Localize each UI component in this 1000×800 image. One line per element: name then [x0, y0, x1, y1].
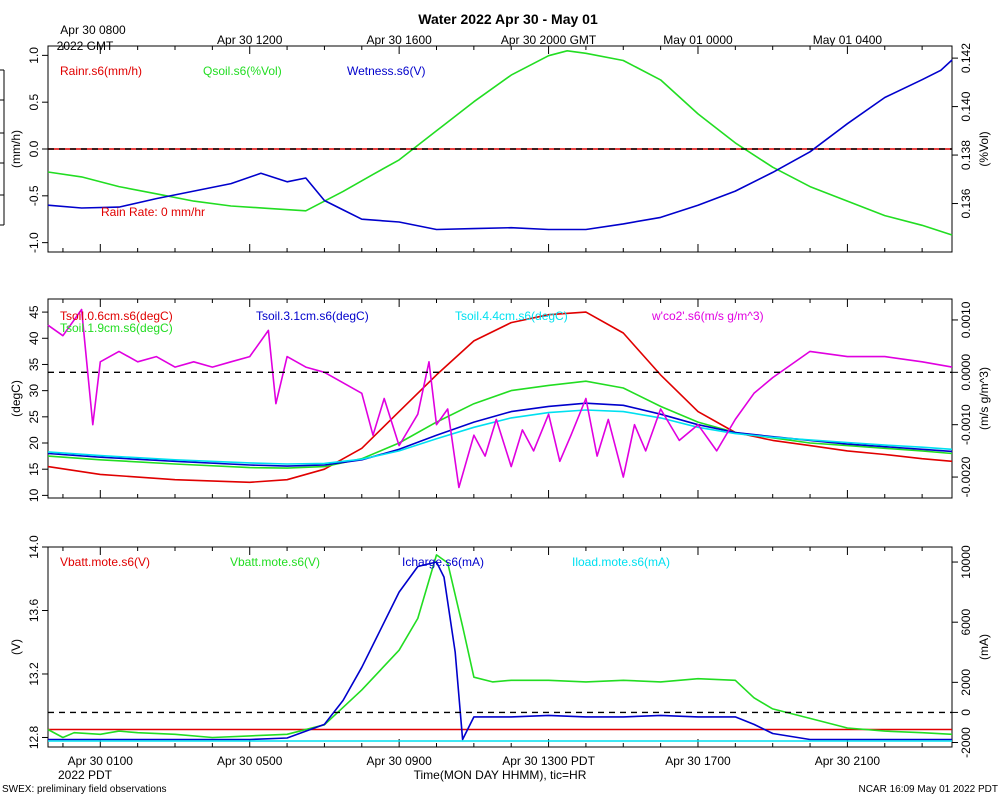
series-line-red — [47, 311, 953, 484]
top-time-axis: Apr 30 0800 2022 GMT Apr 30 1200 Apr 30 1… — [57, 23, 883, 53]
series-line-cyan — [47, 409, 953, 465]
left-margin-bracket — [0, 69, 5, 226]
series-line-magenta — [47, 308, 953, 489]
right-axis-tick-label: 0.0000 — [959, 354, 973, 391]
right-axis-tick-label: 6000 — [959, 609, 973, 636]
legend-entry: Vbatt.mote.s6(V) — [60, 555, 150, 569]
left-axis-tick-label: 35 — [27, 357, 41, 371]
legend-entry: Tsoil.3.1cm.s6(degC) — [256, 309, 369, 323]
figure-title: Water 2022 Apr 30 - May 01 — [418, 11, 598, 27]
footer-left-note: SWEX: preliminary field observations — [2, 784, 167, 795]
left-axis-tick-label: 15 — [27, 462, 41, 476]
legend-entry: Tsoil.4.4cm.s6(degC) — [455, 309, 568, 323]
left-axis-tick-label: 14.0 — [27, 535, 41, 559]
series-layer — [47, 554, 953, 742]
bottom-axis-year-label: 2022 PDT — [58, 768, 113, 782]
bottom-axis-labels: Apr 30 0100 Apr 30 0500 Apr 30 0900 Apr 30 … — [68, 754, 881, 768]
chart-panel-2: 10 15 20 25 30 35 40 45 -0.0020 -0.0010 0.0000 0.00… — [9, 298, 991, 502]
right-axis-tick-label: -2000 — [959, 727, 973, 758]
series-line-green — [47, 380, 953, 469]
right-axis-tick-label: 10000 — [959, 545, 973, 579]
bottom-axis-label: Apr 30 1300 PDT — [502, 754, 595, 768]
series-line-blue — [48, 561, 952, 741]
legend-entry: Tsoil.0.6cm.s6(degC) — [60, 309, 173, 323]
legend-entry: Icharge.s6(mA) — [402, 555, 484, 569]
series-line-green — [47, 554, 953, 739]
left-axis-tick-label: 25 — [27, 410, 41, 424]
legend-entry: Tsoil.1.9cm.s6(degC) — [60, 321, 173, 335]
top-axis-first-label: Apr 30 0800 — [60, 23, 126, 37]
top-axis-label: May 01 0400 — [813, 33, 883, 47]
x-axis-label: Time(MON DAY HHMM), tic=HR — [414, 768, 587, 782]
left-axis-tick-label: 13.6 — [27, 598, 41, 622]
left-axis-tick-label: 20 — [27, 436, 41, 450]
left-axis-tick-label: 13.2 — [27, 662, 41, 686]
chart-panel-3: 12.8 13.2 13.6 14.0 -2000 0 2000 6000 10000 (V) (m… — [9, 535, 991, 758]
bottom-axis-label: Apr 30 0900 — [366, 754, 432, 768]
right-axis-title: (m/s g/m^3) — [977, 367, 991, 430]
right-axis-tick-label: 0.142 — [959, 43, 973, 73]
left-axis-tick-label: 10 — [27, 488, 41, 502]
left-axis-tick-label: -1.0 — [27, 232, 41, 253]
top-axis-label: Apr 30 1200 — [217, 33, 283, 47]
series-line-blue — [47, 402, 953, 467]
left-axis-tick-label: 30 — [27, 384, 41, 398]
top-axis-label: May 01 0000 — [663, 33, 733, 47]
bottom-axis-label: Apr 30 2100 — [815, 754, 881, 768]
left-axis-title: (degC) — [9, 380, 23, 417]
right-axis-tick-label: -0.0020 — [959, 456, 973, 497]
right-axis-title: (mA) — [977, 634, 991, 660]
left-axis-tick-label: 40 — [27, 331, 41, 345]
left-axis-tick-label: -0.5 — [27, 185, 41, 206]
left-axis-tick-label: 0.5 — [27, 94, 41, 111]
legend-entry: Vbatt.mote.s6(V) — [230, 555, 320, 569]
series-line-green — [47, 49, 953, 236]
chart-panel-1: -1.0 -0.5 0.0 0.5 1.0 0.136 0.138 0.140 0.142 (mm… — [9, 43, 991, 253]
right-axis-tick-label: -0.0010 — [959, 404, 973, 445]
legend-entry: w'co2'.s6(m/s g/m^3) — [651, 309, 764, 323]
top-axis-label: Apr 30 1600 — [366, 33, 432, 47]
right-axis-tick-label: 0.138 — [959, 140, 973, 170]
left-axis-tick-label: 45 — [27, 305, 41, 319]
panel-frame — [47, 298, 953, 499]
bottom-time-axis: Apr 30 0100 Apr 30 0500 Apr 30 0900 Apr 30 … — [58, 754, 880, 782]
bottom-axis-label: Apr 30 0500 — [217, 754, 283, 768]
rain-rate-annotation: Rain Rate: 0 mm/hr — [101, 205, 205, 219]
left-axis-title: (mm/h) — [9, 130, 23, 168]
legend-entry: Rainr.s6(mm/h) — [60, 64, 142, 78]
chart-panels: -1.0 -0.5 0.0 0.5 1.0 0.136 0.138 0.140 0.142 (mm… — [0, 43, 991, 758]
left-axis-tick-label: 1.0 — [27, 47, 41, 64]
legend-entry: Qsoil.s6(%Vol) — [203, 64, 282, 78]
legend-entry: Wetness.s6(V) — [347, 64, 425, 78]
right-axis-tick-label: 2000 — [959, 669, 973, 696]
top-axis-labels: Apr 30 1200 Apr 30 1600 Apr 30 2000 GMT May… — [217, 33, 882, 47]
left-axis-tick-label: 0.0 — [27, 140, 41, 157]
top-axis-label: Apr 30 2000 GMT — [501, 33, 597, 47]
legend-entry: Iload.mote.s6(mA) — [572, 555, 670, 569]
right-axis-tick-label: 0 — [959, 709, 973, 716]
series-layer — [47, 308, 953, 489]
right-axis-tick-label: 0.136 — [959, 188, 973, 218]
series-line-blue — [47, 59, 953, 231]
left-axis-title: (V) — [9, 639, 23, 655]
bottom-axis-label: Apr 30 1700 — [665, 754, 731, 768]
right-axis-tick-label: 0.0010 — [959, 301, 973, 338]
bottom-axis-label: Apr 30 0100 — [68, 754, 134, 768]
right-axis-tick-label: 0.140 — [959, 91, 973, 121]
panel-frame — [47, 546, 953, 748]
footer-right-stamp: NCAR 16:09 May 01 2022 PDT — [858, 784, 998, 795]
right-axis-title: (%Vol) — [977, 131, 991, 166]
left-axis-tick-label: 12.8 — [27, 725, 41, 749]
